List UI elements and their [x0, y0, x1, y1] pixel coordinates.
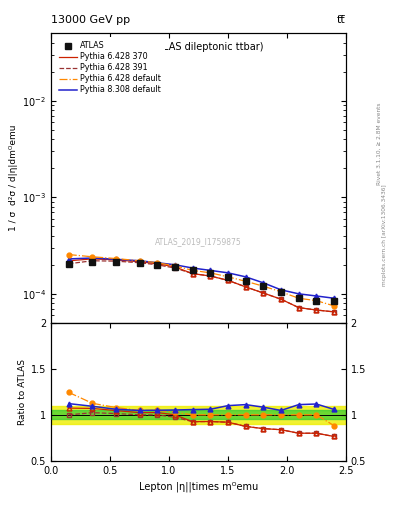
Pythia 6.428 391	[314, 307, 319, 313]
Pythia 6.428 default	[66, 251, 71, 258]
Pythia 8.308 default	[208, 267, 213, 273]
Pythia 8.308 default	[155, 260, 160, 266]
Pythia 6.428 default	[90, 254, 95, 260]
Pythia 8.308 default	[173, 262, 177, 268]
Pythia 6.428 391	[173, 265, 177, 271]
Pythia 6.428 default	[155, 260, 160, 266]
ATLAS	[226, 274, 230, 280]
Bar	[51, 410, 346, 419]
Pythia 6.428 391	[190, 270, 195, 276]
Pythia 6.428 default	[261, 283, 266, 289]
Pythia 8.308 default	[137, 258, 142, 264]
Pythia 6.428 391	[66, 261, 71, 267]
ATLAS	[66, 261, 71, 267]
Pythia 6.428 370	[296, 305, 301, 311]
Pythia 6.428 391	[243, 284, 248, 290]
ATLAS	[296, 295, 301, 302]
ATLAS	[114, 259, 118, 265]
ATLAS	[155, 262, 160, 268]
Pythia 8.308 default	[243, 274, 248, 280]
Pythia 6.428 370	[226, 278, 230, 284]
ATLAS	[137, 260, 142, 266]
Pythia 8.308 default	[190, 265, 195, 271]
Pythia 8.308 default	[66, 256, 71, 262]
Y-axis label: 1 / σ  d²σ / d|η|dmᴼemu: 1 / σ d²σ / d|η|dmᴼemu	[9, 125, 18, 231]
Pythia 6.428 370	[66, 258, 71, 264]
Legend: ATLAS, Pythia 6.428 370, Pythia 6.428 391, Pythia 6.428 default, Pythia 8.308 de: ATLAS, Pythia 6.428 370, Pythia 6.428 39…	[55, 37, 165, 98]
Pythia 6.428 default	[332, 303, 336, 309]
Pythia 6.428 370	[243, 284, 248, 290]
ATLAS	[208, 270, 213, 276]
Text: ηℓ (ATLAS dileptonic ttbar): ηℓ (ATLAS dileptonic ttbar)	[134, 42, 263, 52]
ATLAS	[90, 259, 95, 265]
Pythia 6.428 391	[332, 309, 336, 315]
Pythia 6.428 default	[137, 258, 142, 264]
Pythia 8.308 default	[261, 280, 266, 286]
Pythia 6.428 370	[332, 309, 336, 315]
Pythia 6.428 391	[114, 258, 118, 264]
Bar	[51, 406, 346, 424]
Pythia 6.428 391	[279, 296, 283, 302]
Pythia 6.428 default	[173, 263, 177, 269]
Pythia 8.308 default	[279, 287, 283, 293]
Pythia 6.428 370	[208, 273, 213, 279]
Line: Pythia 6.428 default: Pythia 6.428 default	[69, 254, 334, 306]
Pythia 6.428 391	[261, 290, 266, 296]
Pythia 6.428 370	[114, 257, 118, 263]
ATLAS	[279, 289, 283, 295]
Pythia 6.428 default	[314, 297, 319, 304]
Pythia 6.428 370	[314, 307, 319, 313]
Pythia 6.428 391	[155, 262, 160, 268]
Pythia 6.428 default	[226, 274, 230, 280]
ATLAS	[190, 267, 195, 273]
Pythia 6.428 default	[279, 289, 283, 295]
Line: Pythia 6.428 370: Pythia 6.428 370	[69, 259, 334, 312]
Text: mcplots.cern.ch [arXiv:1306.3436]: mcplots.cern.ch [arXiv:1306.3436]	[382, 185, 387, 286]
Pythia 6.428 default	[208, 270, 213, 276]
Pythia 8.308 default	[314, 293, 319, 299]
Pythia 6.428 391	[90, 258, 95, 264]
Y-axis label: Ratio to ATLAS: Ratio to ATLAS	[18, 359, 27, 425]
Pythia 6.428 391	[137, 260, 142, 266]
Pythia 6.428 370	[261, 290, 266, 296]
Text: 13000 GeV pp: 13000 GeV pp	[51, 14, 130, 25]
ATLAS	[332, 297, 336, 304]
Pythia 8.308 default	[90, 255, 95, 261]
Pythia 6.428 370	[173, 264, 177, 270]
Text: tt̅: tt̅	[337, 14, 346, 25]
Pythia 8.308 default	[296, 291, 301, 297]
Pythia 8.308 default	[332, 295, 336, 302]
ATLAS	[314, 297, 319, 304]
Line: Pythia 6.428 391: Pythia 6.428 391	[69, 261, 334, 312]
Pythia 6.428 370	[90, 256, 95, 262]
Pythia 6.428 391	[208, 273, 213, 279]
Pythia 6.428 391	[226, 278, 230, 284]
Text: Rivet 3.1.10, ≥ 2.8M events: Rivet 3.1.10, ≥ 2.8M events	[377, 102, 382, 185]
Text: ATLAS_2019_I1759875: ATLAS_2019_I1759875	[155, 237, 242, 246]
Pythia 6.428 370	[279, 296, 283, 302]
Line: ATLAS: ATLAS	[66, 259, 337, 304]
Pythia 6.428 default	[114, 255, 118, 262]
Pythia 8.308 default	[114, 256, 118, 262]
Pythia 6.428 370	[190, 270, 195, 276]
Pythia 6.428 370	[137, 259, 142, 265]
X-axis label: Lepton |η||times mᴼemu: Lepton |η||times mᴼemu	[139, 481, 258, 492]
Pythia 6.428 default	[296, 295, 301, 302]
Pythia 6.428 default	[243, 278, 248, 284]
Line: Pythia 8.308 default: Pythia 8.308 default	[69, 258, 334, 298]
ATLAS	[243, 278, 248, 284]
Pythia 8.308 default	[226, 270, 230, 276]
ATLAS	[173, 264, 177, 270]
Pythia 6.428 391	[296, 305, 301, 311]
Pythia 6.428 default	[190, 267, 195, 273]
Pythia 6.428 370	[155, 261, 160, 267]
ATLAS	[261, 283, 266, 289]
